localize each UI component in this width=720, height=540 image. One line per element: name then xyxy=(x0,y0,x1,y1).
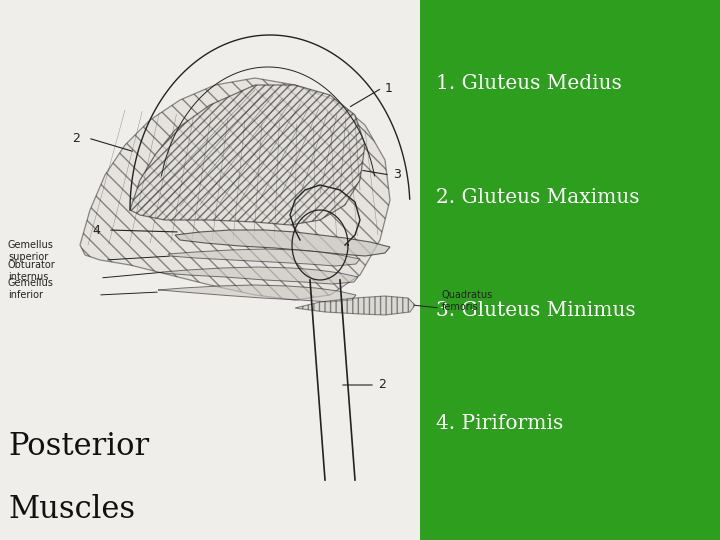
Text: Posterior: Posterior xyxy=(8,431,149,462)
Text: 3: 3 xyxy=(393,168,401,181)
Text: Gemellus: Gemellus xyxy=(8,278,54,288)
Text: femoris: femoris xyxy=(442,302,479,312)
Text: 4: 4 xyxy=(92,224,100,237)
Polygon shape xyxy=(295,296,415,315)
Polygon shape xyxy=(130,85,365,225)
Text: Quadratus: Quadratus xyxy=(442,290,493,300)
Bar xyxy=(0,0,420,540)
Text: 4. Piriformis: 4. Piriformis xyxy=(436,414,563,434)
Polygon shape xyxy=(80,78,390,300)
Polygon shape xyxy=(168,249,360,266)
Text: 2: 2 xyxy=(72,132,80,145)
Polygon shape xyxy=(158,285,356,302)
Text: 2. Gluteus Maximus: 2. Gluteus Maximus xyxy=(436,187,639,207)
Bar xyxy=(420,0,720,540)
Text: Muscles: Muscles xyxy=(8,494,135,525)
Text: internus: internus xyxy=(8,272,48,282)
Text: 1. Gluteus Medius: 1. Gluteus Medius xyxy=(436,74,621,93)
Text: 1: 1 xyxy=(385,82,393,94)
Text: inferior: inferior xyxy=(8,290,43,300)
Text: Obturator: Obturator xyxy=(8,260,55,270)
Polygon shape xyxy=(162,267,358,284)
Text: Gemellus: Gemellus xyxy=(8,240,54,250)
Text: 3. Gluteus Minimus: 3. Gluteus Minimus xyxy=(436,301,635,320)
Text: superior: superior xyxy=(8,252,48,262)
Polygon shape xyxy=(175,230,390,256)
Text: 2: 2 xyxy=(378,379,386,392)
